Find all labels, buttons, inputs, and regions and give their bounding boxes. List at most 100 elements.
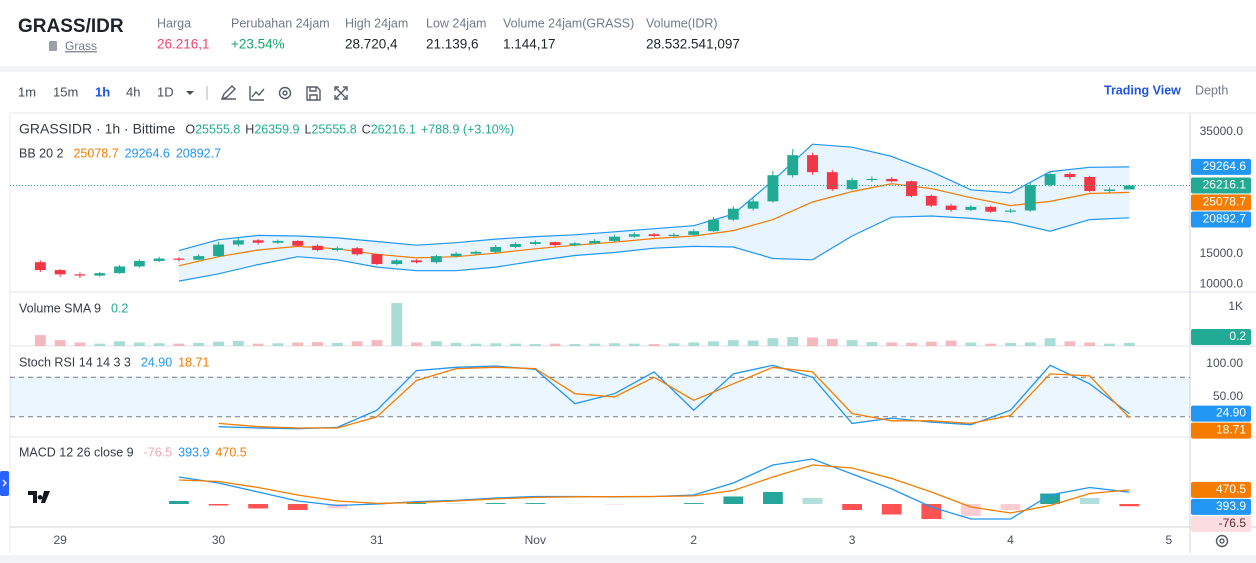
- y-tick-label: 100.00: [1206, 356, 1243, 370]
- macd-histogram-bar: [881, 503, 902, 515]
- ohlc-value: 26359.9: [254, 122, 299, 136]
- symbol-link[interactable]: Grass: [65, 39, 97, 53]
- interval-button[interactable]: 1h: [95, 84, 110, 99]
- candle-body: [391, 260, 403, 265]
- tradingview-logo[interactable]: [22, 484, 54, 510]
- volume-bar: [1064, 341, 1076, 346]
- indicator-icon[interactable]: [249, 86, 265, 101]
- ohlc-label: O: [185, 122, 195, 136]
- candle-body: [906, 181, 917, 196]
- volume-bar: [470, 343, 482, 346]
- macd-histogram-bar: [287, 503, 308, 510]
- volume-bar: [985, 343, 997, 346]
- candle-body: [232, 240, 244, 245]
- macd-histogram-bar: [208, 503, 229, 506]
- interval-button[interactable]: 1m: [18, 84, 36, 99]
- x-tick-label: 30: [212, 533, 226, 547]
- fullscreen-icon[interactable]: [334, 86, 348, 100]
- price-tag-bg: [1191, 329, 1251, 345]
- y-tick-label: 35000.0: [1200, 124, 1244, 138]
- price-tag-bg: [1191, 158, 1251, 175]
- header-bg: [0, 0, 1256, 66]
- volume-bar: [589, 343, 601, 346]
- price-tag-bg: [1191, 211, 1251, 228]
- view-tab[interactable]: Trading View: [1104, 83, 1181, 97]
- coin-icon: [49, 41, 57, 51]
- candle-body: [450, 253, 462, 257]
- save-icon[interactable]: [306, 86, 321, 101]
- stoch-line: [218, 366, 1130, 429]
- chart-panel-bg: [0, 72, 1256, 555]
- price-tag-bg: [1191, 498, 1251, 515]
- macd-histogram-bar: [802, 497, 823, 504]
- volume-bar: [609, 343, 620, 346]
- price-tag: 24.90: [1216, 406, 1246, 420]
- candle-body: [470, 251, 482, 254]
- volume-bar: [510, 343, 521, 346]
- candle-body: [529, 242, 541, 244]
- volume-bar: [94, 343, 106, 346]
- candle-body: [94, 273, 106, 276]
- price-tag: 20892.7: [1203, 212, 1247, 226]
- volume-bar: [688, 342, 700, 346]
- volume-bar: [628, 343, 640, 346]
- candle-body: [569, 243, 581, 246]
- candle-body: [430, 256, 442, 263]
- x-tick-label: 4: [1007, 533, 1014, 547]
- price-tag-bg: [1191, 481, 1251, 498]
- volume-bar: [965, 342, 977, 346]
- interval-button[interactable]: 4h: [126, 84, 140, 99]
- y-tick-label: 15000.0: [1200, 246, 1244, 260]
- interval-button[interactable]: 1D: [157, 84, 174, 99]
- indicator-value: 470.5: [215, 445, 246, 459]
- stat-label: Volume(IDR): [646, 16, 718, 30]
- volume-bar: [351, 341, 363, 346]
- drawing-tool-icon[interactable]: [220, 85, 236, 101]
- candle-body: [193, 256, 205, 260]
- volume-bar: [74, 342, 86, 346]
- macd-histogram-bar: [446, 503, 467, 504]
- side-panel-toggle[interactable]: [0, 471, 9, 496]
- candle-body: [826, 172, 838, 190]
- stat-label: High 24jam: [345, 16, 408, 30]
- candle-body: [1005, 210, 1016, 212]
- candle-body: [727, 208, 739, 220]
- volume-bar: [272, 343, 284, 346]
- volume-bar: [1123, 342, 1135, 346]
- indicator-title: Stoch RSI 14 14 3 3: [19, 355, 131, 369]
- price-tag-bg: [1191, 405, 1251, 422]
- volume-bar: [925, 341, 937, 346]
- view-tab[interactable]: Depth: [1195, 83, 1228, 97]
- macd-histogram-bar: [327, 503, 348, 509]
- macd-histogram-bar: [763, 491, 783, 504]
- stat-value: 1.144,17: [503, 37, 556, 52]
- candle-body: [331, 248, 343, 251]
- volume-bar: [906, 342, 917, 346]
- volume-bar: [153, 343, 165, 346]
- interval-dropdown[interactable]: [186, 91, 194, 95]
- volume-bar: [1024, 342, 1036, 346]
- macd-histogram-bar: [1000, 503, 1021, 510]
- candle-body: [747, 201, 759, 209]
- volume-bar: [252, 343, 264, 346]
- indicator-value: 29264.6: [125, 146, 170, 160]
- ohlc-value: 26216.1: [371, 122, 416, 136]
- candle-body: [1123, 185, 1135, 190]
- candle-body: [965, 206, 977, 210]
- settings-icon[interactable]: [278, 86, 292, 100]
- volume-bar: [787, 337, 799, 346]
- macd-histogram-bar: [683, 503, 704, 504]
- interval-button[interactable]: 15m: [53, 84, 78, 99]
- candle-body: [549, 242, 561, 246]
- volume-bar: [1084, 342, 1096, 346]
- volume-bar: [569, 344, 581, 346]
- x-tick-label: 3: [849, 533, 856, 547]
- macd-histogram-bar: [921, 503, 942, 519]
- axis-settings-icon[interactable]: [1215, 534, 1229, 548]
- stat-label: Harga: [157, 16, 191, 30]
- volume-bar: [54, 340, 66, 346]
- volume-bar: [34, 335, 46, 346]
- candle-body: [173, 258, 185, 260]
- volume-bar: [727, 340, 739, 346]
- price-tag-bg: [1191, 422, 1251, 439]
